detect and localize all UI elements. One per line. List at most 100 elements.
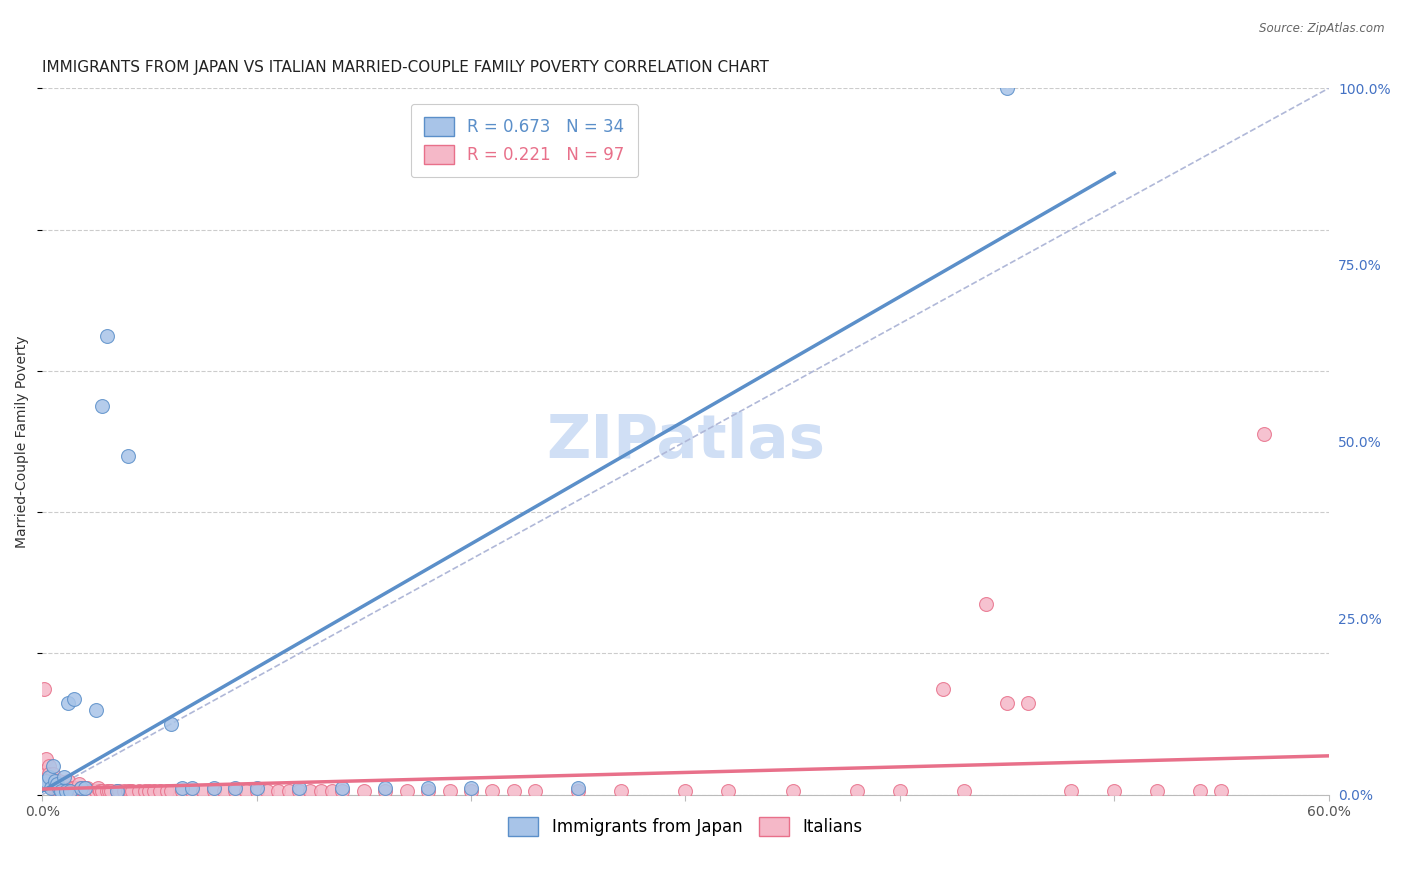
Point	[100, 784, 122, 798]
Point	[44, 780, 66, 795]
Point	[67, 777, 90, 791]
Point	[1060, 784, 1083, 798]
Point	[105, 784, 128, 798]
Point	[277, 784, 299, 798]
Point	[524, 784, 547, 798]
Point	[59, 780, 82, 795]
Point	[84, 703, 107, 717]
Point	[44, 773, 66, 788]
Point	[374, 780, 396, 795]
Point	[60, 784, 83, 798]
Point	[717, 784, 740, 798]
Point	[299, 784, 322, 798]
Point	[48, 784, 70, 798]
Point	[44, 773, 66, 788]
Point	[46, 777, 69, 791]
Point	[105, 784, 128, 798]
Point	[460, 780, 482, 795]
Point	[39, 770, 62, 784]
Legend: Immigrants from Japan, Italians: Immigrants from Japan, Italians	[502, 810, 869, 843]
Point	[235, 784, 257, 798]
Point	[75, 780, 97, 795]
Point	[39, 780, 62, 795]
Point	[1146, 784, 1168, 798]
Point	[80, 784, 103, 798]
Point	[567, 780, 589, 795]
Point	[974, 597, 997, 611]
Point	[91, 784, 114, 798]
Point	[160, 717, 183, 731]
Point	[181, 780, 204, 795]
Point	[1102, 784, 1125, 798]
Point	[953, 784, 976, 798]
Point	[97, 784, 120, 798]
Point	[35, 773, 58, 788]
Point	[35, 766, 58, 780]
Point	[120, 784, 142, 798]
Point	[39, 773, 62, 788]
Point	[38, 759, 60, 773]
Point	[395, 784, 418, 798]
Point	[288, 780, 311, 795]
Point	[214, 784, 236, 798]
Point	[128, 784, 150, 798]
Point	[309, 784, 332, 798]
Point	[481, 784, 503, 798]
Point	[567, 784, 589, 798]
Point	[995, 81, 1018, 95]
Point	[108, 784, 131, 798]
Point	[42, 773, 65, 788]
Text: IMMIGRANTS FROM JAPAN VS ITALIAN MARRIED-COUPLE FAMILY POVERTY CORRELATION CHART: IMMIGRANTS FROM JAPAN VS ITALIAN MARRIED…	[42, 60, 769, 75]
Point	[321, 784, 343, 798]
Point	[56, 773, 79, 788]
Point	[69, 780, 91, 795]
Point	[995, 696, 1018, 710]
Point	[96, 784, 118, 798]
Point	[121, 784, 143, 798]
Point	[224, 780, 246, 795]
Point	[202, 784, 225, 798]
Point	[1211, 784, 1233, 798]
Point	[1253, 427, 1275, 442]
Point	[76, 780, 98, 795]
Point	[246, 780, 269, 795]
Point	[460, 784, 482, 798]
Point	[138, 784, 160, 798]
Point	[34, 681, 56, 696]
Point	[46, 777, 69, 791]
Point	[55, 784, 77, 798]
Point	[160, 784, 183, 798]
Point	[112, 784, 135, 798]
Point	[170, 784, 193, 798]
Point	[63, 784, 86, 798]
Point	[42, 759, 65, 773]
Point	[1188, 784, 1211, 798]
Point	[142, 784, 165, 798]
Point	[439, 784, 461, 798]
Point	[46, 780, 69, 795]
Point	[55, 780, 77, 795]
Point	[191, 784, 214, 798]
Point	[256, 784, 278, 798]
Point	[52, 777, 75, 791]
Point	[117, 784, 139, 798]
Point	[332, 784, 354, 798]
Point	[52, 770, 75, 784]
Point	[59, 784, 82, 798]
Point	[353, 784, 375, 798]
Point	[38, 770, 60, 784]
Point	[889, 784, 911, 798]
Text: Source: ZipAtlas.com: Source: ZipAtlas.com	[1260, 22, 1385, 36]
Point	[91, 399, 114, 413]
Point	[117, 449, 139, 463]
Point	[42, 766, 65, 780]
Point	[149, 784, 172, 798]
Point	[79, 784, 101, 798]
Point	[96, 328, 118, 343]
Point	[170, 780, 193, 795]
Point	[202, 780, 225, 795]
Point	[63, 780, 86, 795]
Point	[374, 784, 396, 798]
Point	[51, 784, 73, 798]
Point	[56, 696, 79, 710]
